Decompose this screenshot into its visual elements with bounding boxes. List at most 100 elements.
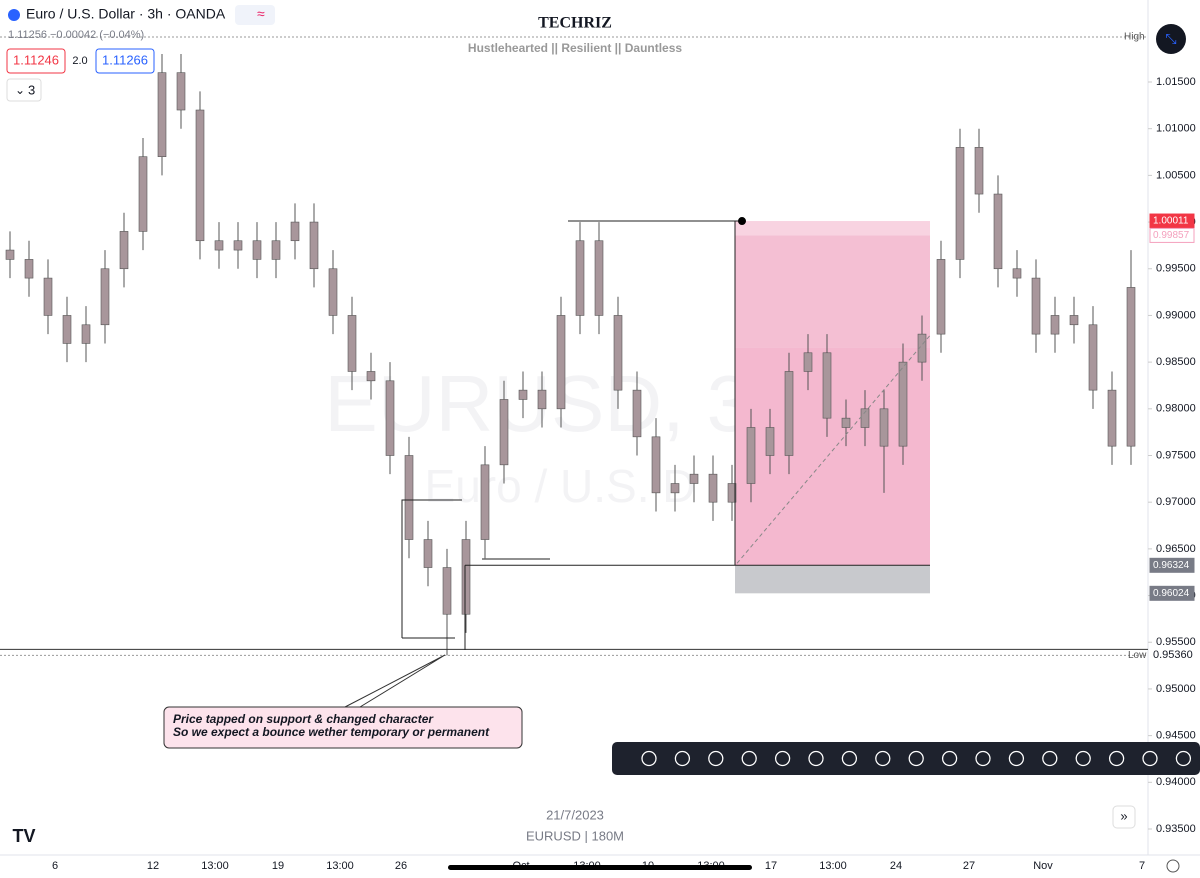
sell-price: 1.11246 xyxy=(13,52,59,67)
x-tick-label: 12 xyxy=(147,860,159,872)
candle-body xyxy=(423,539,433,568)
buy-button[interactable] xyxy=(95,48,155,74)
trade-path xyxy=(736,335,931,564)
candle-body xyxy=(746,427,756,484)
candle-body xyxy=(993,193,1003,270)
y-tick-label: 1.00500 xyxy=(1156,169,1196,181)
x-tick-label: 24 xyxy=(890,860,902,872)
tool-button[interactable] xyxy=(1004,746,1028,771)
tool-icon xyxy=(774,750,791,767)
candle-body xyxy=(784,371,794,456)
candle-body xyxy=(974,147,984,195)
candle-body xyxy=(727,483,737,503)
candle-body xyxy=(233,240,243,251)
break-box xyxy=(401,499,462,638)
candle-body xyxy=(765,427,775,456)
chevron: ⌄ xyxy=(15,83,25,97)
tool-icon xyxy=(841,750,858,767)
y-tick-label: 0.96500 xyxy=(1156,543,1196,555)
candle-body xyxy=(385,380,395,456)
tool-button[interactable] xyxy=(804,746,828,771)
tool-button[interactable] xyxy=(771,746,795,771)
position-tool xyxy=(735,221,930,594)
price-tag-label: 1.00011 xyxy=(1153,216,1189,227)
tool-icon xyxy=(975,750,991,767)
candle-body xyxy=(1107,389,1117,447)
tool-button[interactable] xyxy=(938,746,962,771)
y-tick-label: 0.99500 xyxy=(1156,263,1196,275)
x-tick-label: 17 xyxy=(765,860,777,872)
tool-button[interactable] xyxy=(1138,746,1162,771)
sell-button[interactable] xyxy=(6,48,66,74)
fullscreen-button[interactable] xyxy=(1156,24,1186,54)
candle-body xyxy=(138,156,148,232)
tool-button[interactable] xyxy=(871,746,895,771)
scroll-button[interactable] xyxy=(1112,805,1136,829)
profit-zone xyxy=(735,347,930,566)
candle-body xyxy=(689,473,699,484)
callout xyxy=(344,654,446,708)
logo: TV xyxy=(12,826,35,846)
tool-icon xyxy=(1108,750,1125,767)
profit-zone-mid xyxy=(735,235,930,348)
tool-icon xyxy=(908,750,924,767)
buy-price: 1.11266 xyxy=(102,52,148,67)
candle-body xyxy=(651,436,661,494)
candle-body xyxy=(461,539,471,615)
tool-icon xyxy=(674,750,691,767)
brand: TECHRIZ xyxy=(538,15,612,32)
low-tag: Low xyxy=(1128,650,1147,661)
toggle[interactable] xyxy=(235,5,275,25)
tool-icon xyxy=(1075,750,1091,767)
candle-body xyxy=(347,315,357,372)
tool-button[interactable] xyxy=(971,746,995,771)
y-tick-label: 0.94500 xyxy=(1156,730,1196,742)
candle-body xyxy=(613,315,623,391)
tool-button[interactable] xyxy=(837,746,861,771)
candle-body xyxy=(442,567,452,615)
tool-button[interactable] xyxy=(670,746,694,771)
top-dot xyxy=(738,217,746,226)
low-label: 0.95360 xyxy=(1153,649,1193,661)
candle-body xyxy=(936,259,946,335)
candle-body xyxy=(43,277,53,316)
price-tag xyxy=(1149,557,1195,573)
high-tag: High xyxy=(1124,32,1145,43)
tool-button[interactable] xyxy=(1171,746,1195,771)
price-tag-label: 0.96024 xyxy=(1153,588,1190,599)
candle-body xyxy=(575,240,585,316)
candle-body xyxy=(556,315,566,410)
annotation-box xyxy=(163,706,523,749)
tool-icon xyxy=(641,750,657,767)
toggle-icon: ≈ xyxy=(257,6,265,22)
tool-button[interactable] xyxy=(1071,746,1095,771)
x-tick-label: 13:00 xyxy=(819,860,847,872)
y-tick-label: 1.01500 xyxy=(1156,76,1196,88)
y-tick-label: 0.99000 xyxy=(1156,309,1196,321)
settings[interactable] xyxy=(1166,859,1180,873)
candle-body xyxy=(24,259,34,279)
watermark-sub: Euro / U.S. D xyxy=(425,460,696,512)
candle-body xyxy=(1088,324,1098,391)
y-tick-label: 0.98500 xyxy=(1156,356,1196,368)
candle-body xyxy=(81,324,91,344)
tool-icon xyxy=(1008,750,1025,767)
tool-button[interactable] xyxy=(737,746,761,771)
candle-body xyxy=(271,240,281,260)
candle-body xyxy=(157,72,167,157)
tool-button[interactable] xyxy=(904,746,928,771)
x-tick-label: 19 xyxy=(272,860,284,872)
tool-button[interactable] xyxy=(1105,746,1129,771)
candle-body xyxy=(1069,315,1079,326)
tool-button[interactable] xyxy=(1038,746,1062,771)
candle-body xyxy=(670,483,680,494)
tool-button[interactable] xyxy=(637,746,661,771)
candle-body xyxy=(537,389,547,410)
home-indicator xyxy=(448,865,752,870)
layers-button[interactable] xyxy=(6,78,42,102)
symbol-icon xyxy=(8,9,20,21)
date: 21/7/2023 xyxy=(546,807,604,822)
tool-button[interactable] xyxy=(704,746,728,771)
x-tick-label: 13:00 xyxy=(326,860,354,872)
